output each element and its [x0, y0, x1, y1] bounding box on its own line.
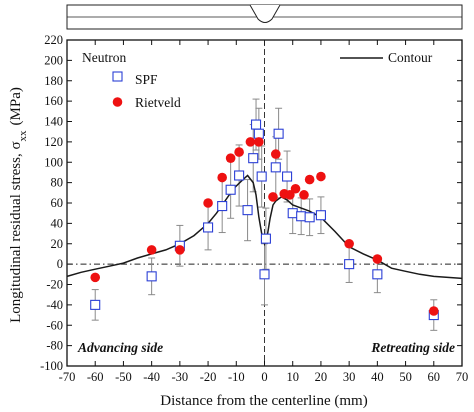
spf-point	[234, 170, 245, 181]
y-axis-title-unit: (MPa)	[8, 87, 24, 125]
x-tick-label: 20	[315, 370, 328, 384]
x-tick-label: 0	[261, 370, 267, 384]
rietveld-point	[344, 238, 354, 249]
spf-point	[270, 162, 281, 173]
x-tick-label: 60	[428, 370, 441, 384]
rietveld-point	[285, 190, 295, 200]
rietveld-point	[254, 137, 264, 147]
spf-point	[282, 171, 293, 182]
legend-title: Neutron	[82, 50, 126, 65]
spf-point	[287, 208, 298, 219]
rietveld-point	[268, 192, 278, 202]
y-axis-title-sub: xx	[17, 130, 29, 142]
rietveld-point	[175, 245, 185, 255]
y-tick-label: 160	[44, 94, 63, 108]
y-axis-title-main: Longitudinal residual stress, σ	[8, 141, 24, 322]
spf-point	[146, 271, 157, 282]
rietveld-point	[217, 172, 227, 183]
x-tick-label: -50	[115, 370, 132, 384]
y-tick-label: 0	[57, 257, 63, 271]
spf-point	[248, 153, 259, 164]
x-tick-label: -60	[87, 370, 104, 384]
spf-point	[372, 269, 383, 280]
rietveld-point	[146, 245, 157, 255]
spf-point	[90, 299, 101, 310]
rietveld-point	[304, 174, 315, 185]
spf-point	[273, 128, 284, 139]
y-tick-label: 200	[44, 53, 63, 67]
rietveld-point	[245, 137, 256, 147]
spf-point	[242, 205, 253, 216]
spf-point	[253, 128, 264, 139]
spf-point	[315, 210, 326, 221]
y-tick-label: -80	[46, 339, 63, 353]
y-tick-label: 20	[51, 237, 64, 251]
y-tick-label: -40	[46, 298, 63, 312]
spf-point	[256, 171, 267, 182]
weld-schematic	[66, 4, 463, 30]
rietveld-point	[203, 198, 213, 208]
x-axis-title: Distance from the centerline (mm)	[160, 393, 367, 409]
spf-point	[217, 201, 228, 212]
y-tick-label: 100	[44, 155, 63, 169]
advancing-side-label: Advancing side	[77, 340, 163, 355]
rietveld-point	[90, 272, 101, 283]
x-tick-label: 50	[399, 370, 412, 384]
x-tick-label: 70	[456, 370, 469, 384]
y-tick-label: -60	[46, 318, 63, 332]
y-tick-label: -100	[40, 359, 63, 373]
legend-label-contour: Contour	[388, 50, 433, 65]
rietveld-point	[225, 153, 236, 163]
rietveld-point	[290, 183, 301, 194]
spf-point	[344, 259, 355, 270]
legend-marker-rietveld	[112, 97, 123, 107]
y-tick-label: 180	[44, 74, 63, 88]
x-tick-label: 10	[286, 370, 299, 384]
rietveld-point	[372, 254, 383, 264]
contour-series-line	[66, 174, 463, 280]
y-axis-title: Longitudinal residual stress, σxx (MPa)	[8, 87, 29, 323]
spf-point	[296, 211, 307, 222]
x-tick-label: -20	[200, 370, 217, 384]
rietveld-point	[316, 171, 326, 182]
rietveld-point	[234, 147, 244, 157]
x-tick-label: 30	[343, 370, 356, 384]
spf-point	[259, 269, 270, 280]
legend-label-spf: SPF	[135, 72, 158, 87]
y-tick-label: -20	[46, 278, 63, 292]
spf-point	[203, 222, 214, 233]
spf-point	[250, 119, 262, 130]
y-tick-label: 40	[51, 216, 64, 230]
legend-marker-spf	[112, 71, 123, 82]
y-tick-label: 60	[51, 196, 64, 210]
legend-label-rietveld: Rietveld	[135, 95, 181, 110]
x-tick-label: -10	[228, 370, 245, 384]
spf-point	[304, 212, 315, 223]
x-tick-label: -40	[143, 370, 160, 384]
rietveld-point	[428, 306, 439, 316]
rietveld-point	[270, 149, 281, 159]
spf-point	[260, 233, 271, 244]
spf-point	[225, 184, 236, 195]
retreating-side-label: Retreating side	[370, 340, 455, 355]
x-tick-label: -30	[172, 370, 189, 384]
y-tick-label: 140	[44, 115, 63, 129]
x-tick-label: -70	[59, 370, 76, 384]
y-tick-label: 120	[44, 135, 63, 149]
x-tick-label: 40	[371, 370, 384, 384]
y-tick-label: 80	[51, 176, 64, 190]
rietveld-point	[299, 190, 309, 200]
y-tick-label: 220	[44, 33, 63, 47]
